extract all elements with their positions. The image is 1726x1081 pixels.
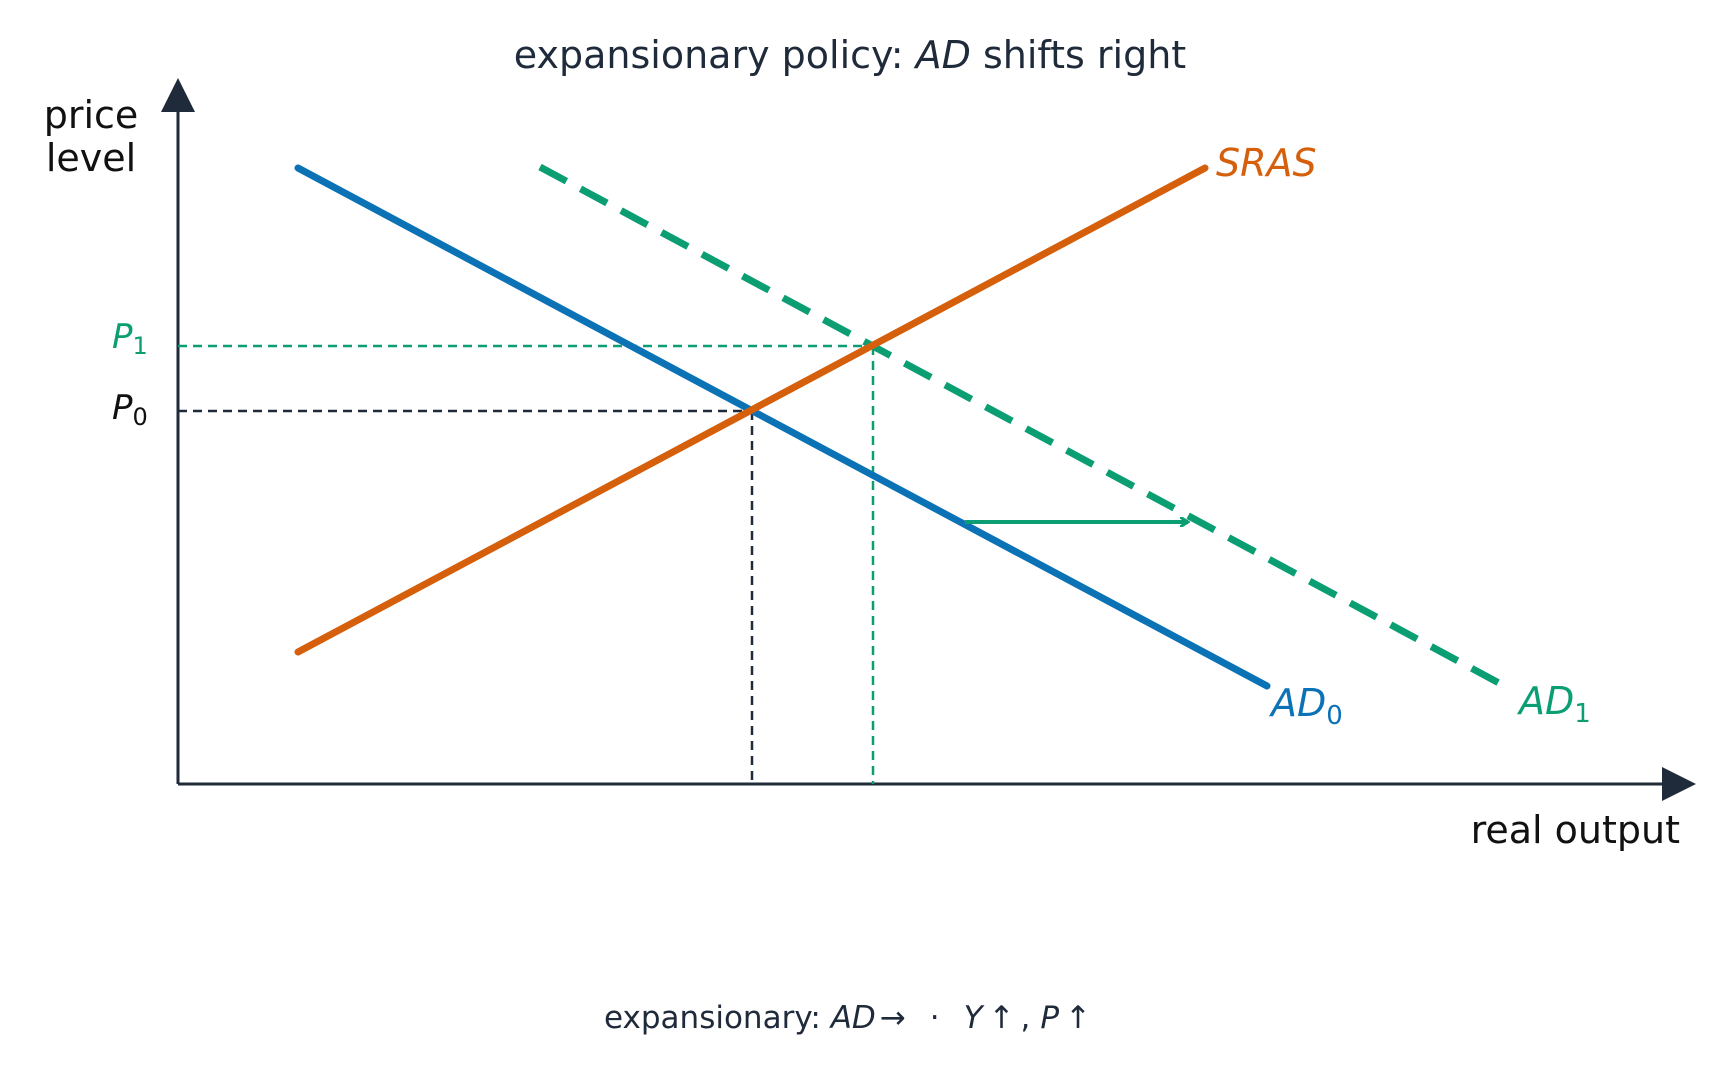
x-axis-label: real output <box>1471 808 1680 852</box>
sras-label: SRAS <box>1216 141 1317 185</box>
p0-label-sub: 0 <box>133 403 148 431</box>
y-axis-arrowhead <box>161 78 195 112</box>
caption-y: Y <box>964 1000 985 1036</box>
sras-curve <box>294 164 1209 656</box>
caption-right-arrow: → <box>880 1000 906 1036</box>
ad0-label-sub: 0 <box>1326 701 1343 731</box>
chart-title: expansionary policy: AD shifts right <box>514 33 1186 77</box>
p1-label-sub: 1 <box>133 332 148 360</box>
title-ad: AD <box>913 33 971 77</box>
p0-label: P0 <box>112 388 148 431</box>
y-axis-label-line1: price <box>44 93 139 137</box>
caption-prefix: expansionary: <box>604 1000 831 1036</box>
title-suffix: shifts right <box>971 33 1186 77</box>
p1-label: P1 <box>112 317 148 360</box>
caption-p: P <box>1040 1000 1059 1036</box>
title-prefix: expansionary policy: <box>514 33 916 77</box>
caption-comma: , <box>1021 1000 1031 1036</box>
caption-up-arrow-2: ↑ <box>1065 1000 1091 1036</box>
y-axis-label-line2: level <box>46 136 136 180</box>
caption: expansionary: AD → · Y ↑, P ↑ <box>604 1000 1091 1036</box>
caption-up-arrow-1: ↑ <box>989 1000 1015 1036</box>
caption-ad: AD <box>829 1000 876 1036</box>
caption-dot: · <box>930 1000 940 1036</box>
ad0-label: AD0 <box>1268 681 1343 731</box>
x-axis-arrowhead <box>1662 767 1696 801</box>
ad0-label-main: AD <box>1268 681 1326 725</box>
ad1-curve <box>538 163 1514 694</box>
ad1-label-main: AD <box>1516 679 1574 723</box>
p1-label-main: P <box>112 317 133 357</box>
ad1-label-sub: 1 <box>1574 699 1591 729</box>
ad0-curve <box>294 164 1271 690</box>
ad1-label: AD1 <box>1516 679 1591 729</box>
p0-label-main: P <box>112 388 133 428</box>
